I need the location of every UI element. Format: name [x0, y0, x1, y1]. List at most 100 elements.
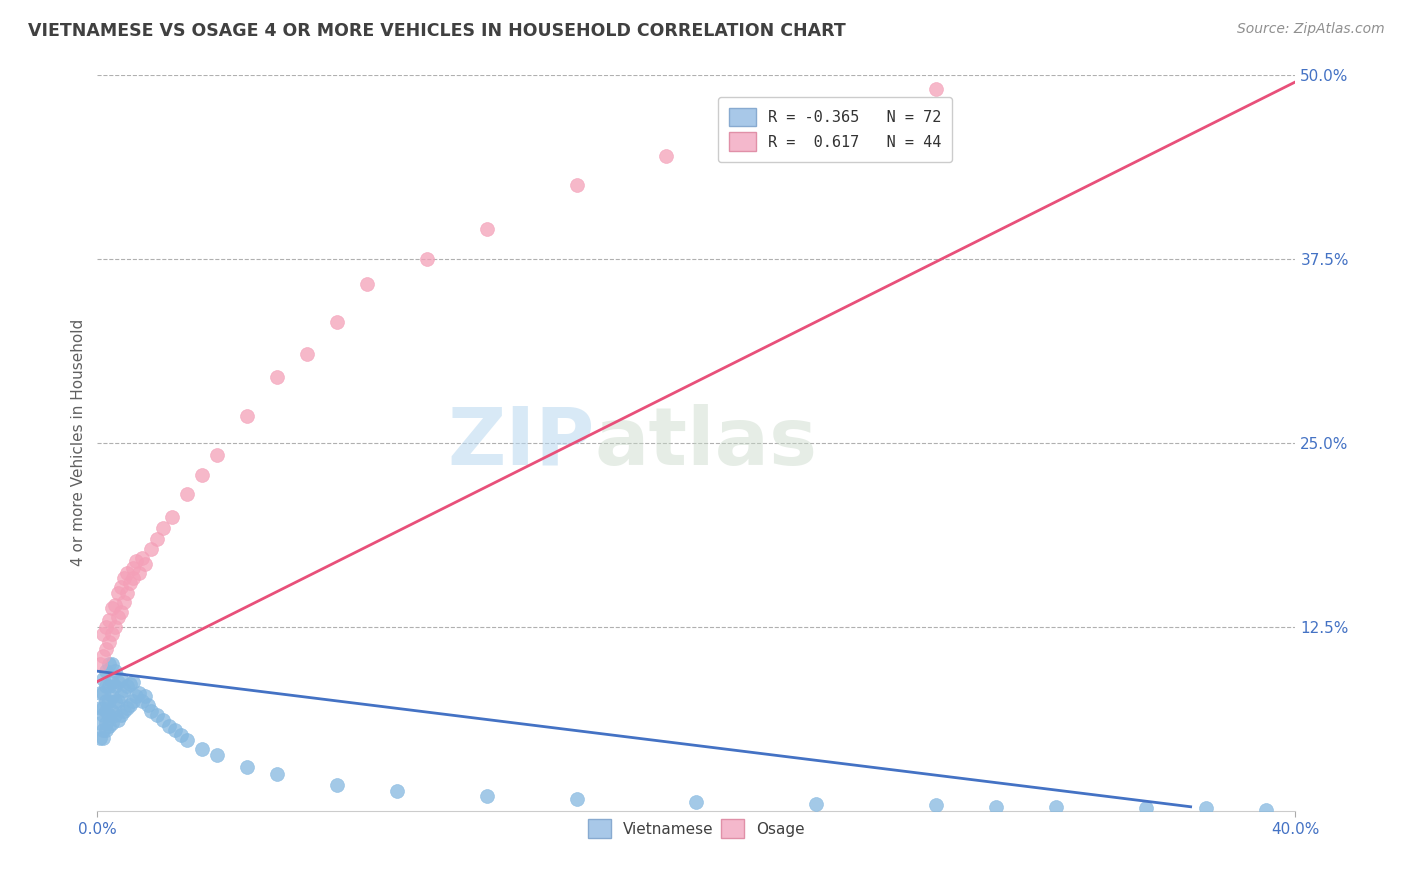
Point — [152, 713, 174, 727]
Point — [93, 708, 115, 723]
Point — [1254, 803, 1277, 817]
Point — [112, 683, 135, 698]
Point — [160, 509, 183, 524]
Text: ZIP: ZIP — [447, 404, 595, 482]
Point — [104, 620, 127, 634]
Point — [112, 571, 135, 585]
Point — [385, 783, 408, 797]
Point — [191, 468, 214, 483]
Text: VIETNAMESE VS OSAGE 4 OR MORE VEHICLES IN HOUSEHOLD CORRELATION CHART: VIETNAMESE VS OSAGE 4 OR MORE VEHICLES I… — [28, 22, 846, 40]
Point — [125, 690, 148, 704]
Point — [165, 723, 187, 738]
Point — [122, 694, 145, 708]
Point — [122, 674, 145, 689]
Point — [157, 719, 180, 733]
Point — [107, 586, 129, 600]
Point — [131, 550, 153, 565]
Point — [96, 704, 118, 718]
Point — [925, 798, 948, 813]
Point — [96, 642, 118, 657]
Point — [475, 222, 498, 236]
Point — [110, 580, 132, 594]
Point — [236, 760, 259, 774]
Point — [101, 600, 124, 615]
Point — [984, 799, 1007, 814]
Text: atlas: atlas — [595, 404, 818, 482]
Point — [89, 686, 111, 700]
Point — [128, 566, 150, 580]
Point — [107, 713, 129, 727]
Point — [96, 679, 118, 693]
Point — [96, 694, 118, 708]
Point — [104, 708, 127, 723]
Point — [98, 694, 121, 708]
Point — [98, 657, 121, 671]
Point — [775, 112, 797, 126]
Point — [146, 708, 169, 723]
Point — [110, 605, 132, 619]
Point — [101, 674, 124, 689]
Point — [96, 723, 118, 738]
Point — [120, 698, 142, 712]
Point — [98, 634, 121, 648]
Point — [326, 778, 349, 792]
Point — [146, 532, 169, 546]
Point — [152, 521, 174, 535]
Point — [101, 657, 124, 671]
Point — [110, 690, 132, 704]
Point — [191, 742, 214, 756]
Point — [131, 694, 153, 708]
Y-axis label: 4 or more Vehicles in Household: 4 or more Vehicles in Household — [72, 319, 86, 566]
Point — [107, 609, 129, 624]
Legend: Vietnamese, Osage: Vietnamese, Osage — [582, 814, 811, 844]
Point — [89, 715, 111, 730]
Point — [685, 795, 707, 809]
Point — [205, 748, 228, 763]
Point — [104, 664, 127, 678]
Point — [93, 686, 115, 700]
Point — [98, 613, 121, 627]
Point — [117, 586, 139, 600]
Point — [98, 679, 121, 693]
Point — [93, 701, 115, 715]
Point — [93, 627, 115, 641]
Point — [176, 733, 198, 747]
Point — [205, 448, 228, 462]
Point — [112, 704, 135, 718]
Point — [104, 679, 127, 693]
Point — [101, 627, 124, 641]
Point — [110, 708, 132, 723]
Point — [117, 701, 139, 715]
Point — [96, 620, 118, 634]
Point — [125, 554, 148, 568]
Point — [122, 561, 145, 575]
Point — [112, 595, 135, 609]
Point — [655, 148, 678, 162]
Text: Source: ZipAtlas.com: Source: ZipAtlas.com — [1237, 22, 1385, 37]
Point — [565, 792, 588, 806]
Point — [104, 694, 127, 708]
Point — [101, 704, 124, 718]
Point — [134, 690, 156, 704]
Point — [89, 701, 111, 715]
Point — [356, 277, 378, 291]
Point — [141, 541, 163, 556]
Point — [136, 698, 159, 712]
Point — [93, 649, 115, 664]
Point — [101, 715, 124, 730]
Point — [416, 252, 439, 266]
Point — [141, 704, 163, 718]
Point — [326, 315, 349, 329]
Point — [565, 178, 588, 192]
Point — [107, 674, 129, 689]
Point — [98, 708, 121, 723]
Point — [122, 571, 145, 585]
Point — [128, 686, 150, 700]
Point — [89, 731, 111, 745]
Point — [93, 731, 115, 745]
Point — [170, 728, 193, 742]
Point — [93, 723, 115, 738]
Point — [117, 679, 139, 693]
Point — [89, 657, 111, 671]
Point — [120, 677, 142, 691]
